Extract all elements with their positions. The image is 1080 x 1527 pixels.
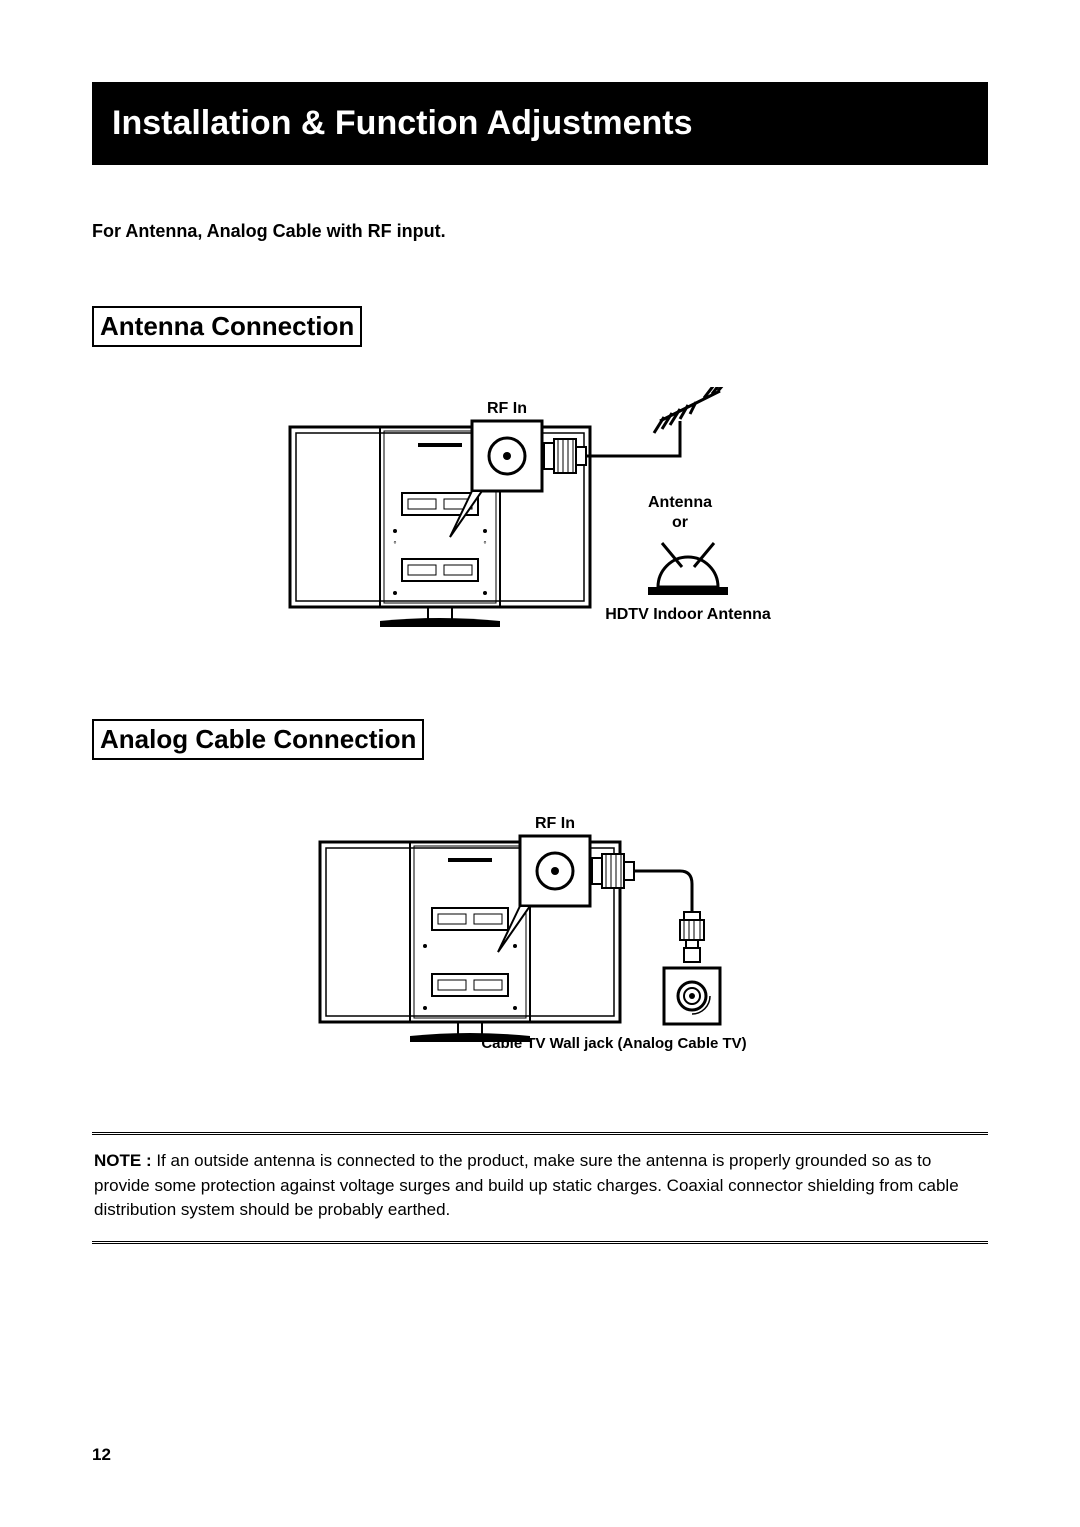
section-title-analog-text: Analog Cable Connection	[100, 724, 416, 754]
page-title: Installation & Function Adjustments	[112, 104, 693, 142]
page-subhead: For Antenna, Analog Cable with RF input.	[92, 221, 988, 242]
rf-in-label: RF In	[535, 815, 575, 832]
cable-to-antenna	[586, 421, 680, 456]
hdtv-indoor-label: HDTV Indoor Antenna	[605, 606, 771, 623]
note-text: If an outside antenna is connected to th…	[94, 1151, 959, 1219]
section-title-analog: Analog Cable Connection	[92, 719, 424, 760]
rooftop-antenna-icon	[654, 387, 728, 433]
analog-diagram: RF In	[92, 802, 988, 1072]
wall-jack-label: Cable TV Wall jack (Analog Cable TV)	[481, 1035, 746, 1052]
coax-connector-icon	[544, 439, 586, 473]
analog-diagram-svg: RF In	[260, 802, 820, 1072]
svg-text:°: °	[483, 540, 486, 549]
hdtv-indoor-antenna-icon	[648, 543, 728, 595]
cable-to-wall-jack	[634, 871, 692, 912]
manual-page: Installation & Function Adjustments For …	[0, 0, 1080, 1527]
page-title-bar: Installation & Function Adjustments	[92, 82, 988, 165]
coax-connector-vertical-icon	[680, 912, 704, 962]
rf-port-callout	[498, 836, 590, 952]
rf-in-label: RF In	[487, 400, 527, 417]
section-title-antenna-text: Antenna Connection	[100, 311, 354, 341]
note-block: NOTE : If an outside antenna is connecte…	[92, 1132, 988, 1244]
wall-jack-icon	[664, 968, 720, 1024]
coax-connector-icon	[592, 854, 634, 888]
antenna-label-2: or	[672, 514, 688, 531]
note-label: NOTE :	[94, 1151, 152, 1170]
svg-text:°: °	[393, 540, 396, 549]
antenna-diagram-svg: ° ° RF In	[260, 387, 820, 657]
page-number: 12	[92, 1445, 111, 1465]
section-title-antenna: Antenna Connection	[92, 306, 362, 347]
antenna-label-1: Antenna	[648, 494, 712, 511]
antenna-diagram: ° ° RF In	[92, 387, 988, 657]
